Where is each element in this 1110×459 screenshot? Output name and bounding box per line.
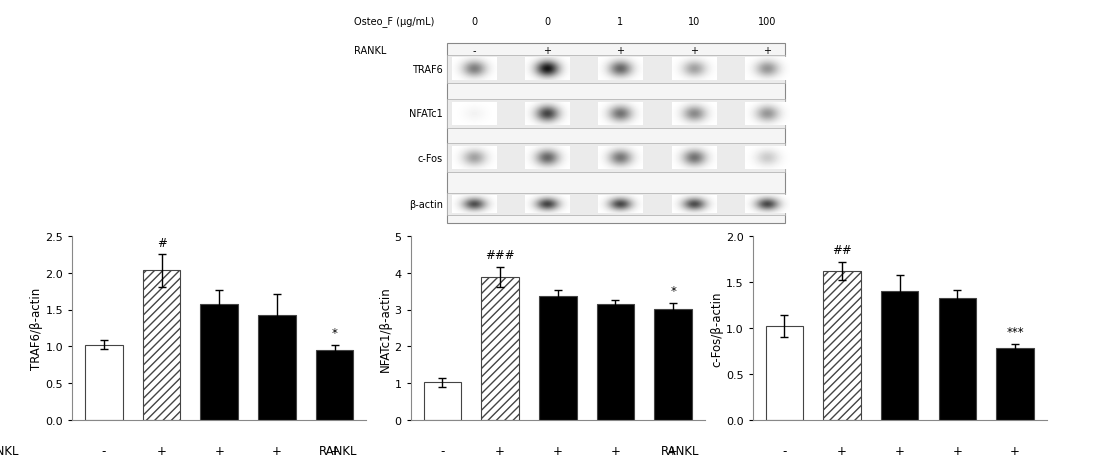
Bar <box>482 278 518 420</box>
Text: +: + <box>689 46 698 56</box>
Text: Osteo_F (μg/mL): Osteo_F (μg/mL) <box>354 16 434 27</box>
Text: +: + <box>157 444 166 457</box>
Text: +: + <box>616 46 625 56</box>
Text: β-actin: β-actin <box>408 200 443 210</box>
Text: +: + <box>553 444 563 457</box>
Text: +: + <box>330 444 340 457</box>
Bar <box>447 56 785 84</box>
Text: 0: 0 <box>544 17 551 27</box>
Text: -: - <box>441 444 445 457</box>
Text: +: + <box>668 444 678 457</box>
Text: RANKL: RANKL <box>354 46 386 56</box>
Bar <box>597 304 634 420</box>
Bar <box>259 315 295 420</box>
Text: +: + <box>895 444 905 457</box>
Text: -: - <box>102 444 107 457</box>
Text: 0: 0 <box>471 17 477 27</box>
Bar <box>539 296 576 420</box>
Y-axis label: TRAF6/β-actin: TRAF6/β-actin <box>30 287 42 369</box>
Text: +: + <box>543 46 552 56</box>
Y-axis label: c-Fos/β-actin: c-Fos/β-actin <box>710 291 723 366</box>
Text: *: * <box>332 327 337 340</box>
Bar <box>85 345 122 420</box>
Text: -: - <box>783 444 787 457</box>
Text: c-Fos: c-Fos <box>417 153 443 163</box>
Bar <box>824 271 860 420</box>
Bar <box>939 298 976 420</box>
Bar <box>143 271 180 420</box>
Text: +: + <box>837 444 847 457</box>
Text: +: + <box>495 444 505 457</box>
Y-axis label: NFATc1/β-actin: NFATc1/β-actin <box>379 285 392 371</box>
Text: *: * <box>670 285 676 297</box>
Bar <box>766 326 803 420</box>
Bar <box>447 100 785 129</box>
Text: TRAF6: TRAF6 <box>412 65 443 75</box>
Bar <box>201 304 238 420</box>
Bar <box>447 193 785 216</box>
Text: 10: 10 <box>687 17 700 27</box>
Bar <box>447 44 785 223</box>
Bar <box>881 291 918 420</box>
Text: +: + <box>763 46 771 56</box>
Text: RANKL: RANKL <box>320 444 357 457</box>
Bar <box>447 144 785 173</box>
Text: RANKL: RANKL <box>0 444 19 457</box>
Text: -: - <box>472 46 476 56</box>
Text: RANKL: RANKL <box>662 444 699 457</box>
Bar <box>997 348 1033 420</box>
Text: +: + <box>1010 444 1020 457</box>
Text: NFATc1: NFATc1 <box>410 109 443 119</box>
Text: +: + <box>214 444 224 457</box>
Bar <box>316 350 353 420</box>
Text: +: + <box>272 444 282 457</box>
Text: 1: 1 <box>617 17 624 27</box>
Text: ###: ### <box>485 249 515 262</box>
Text: #: # <box>157 236 166 249</box>
Text: ***: *** <box>1006 325 1023 338</box>
Text: 100: 100 <box>758 17 776 27</box>
Text: +: + <box>610 444 620 457</box>
Text: +: + <box>952 444 962 457</box>
Bar <box>655 309 692 420</box>
Bar <box>424 382 461 420</box>
Text: ##: ## <box>832 244 851 257</box>
